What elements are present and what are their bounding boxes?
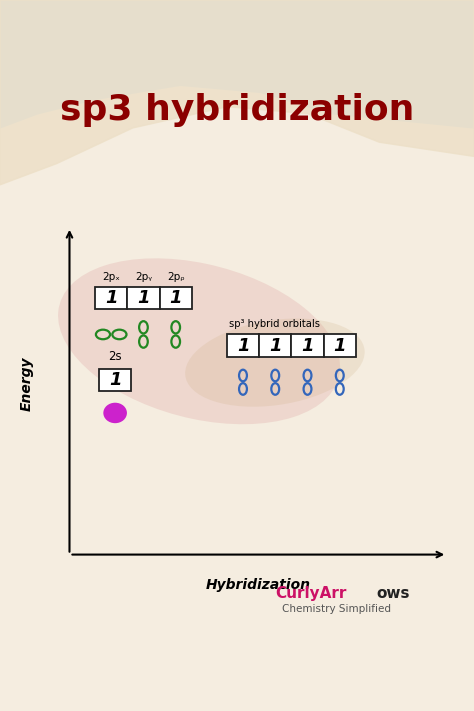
Text: CurlyArr: CurlyArr bbox=[275, 586, 346, 602]
Text: 1: 1 bbox=[137, 289, 150, 306]
Bar bbox=[99, 368, 131, 391]
Text: sp³ hybrid orbitals: sp³ hybrid orbitals bbox=[229, 319, 320, 329]
Ellipse shape bbox=[58, 258, 340, 424]
Text: 2pₓ: 2pₓ bbox=[102, 272, 120, 282]
Text: 2s: 2s bbox=[109, 351, 122, 363]
Ellipse shape bbox=[185, 319, 365, 407]
Text: 1: 1 bbox=[301, 336, 314, 355]
Text: 1: 1 bbox=[109, 370, 121, 389]
Text: 1: 1 bbox=[237, 336, 249, 355]
Text: sp3 hybridization: sp3 hybridization bbox=[60, 93, 414, 127]
Bar bbox=[227, 334, 259, 357]
Bar bbox=[259, 334, 292, 357]
Text: Chemistry Simplified: Chemistry Simplified bbox=[282, 604, 391, 614]
Circle shape bbox=[103, 402, 127, 423]
Text: Energy: Energy bbox=[19, 357, 33, 411]
Polygon shape bbox=[0, 0, 474, 185]
Text: 1: 1 bbox=[269, 336, 282, 355]
Text: 1: 1 bbox=[170, 289, 182, 306]
Bar bbox=[128, 287, 160, 309]
Bar bbox=[95, 287, 128, 309]
Bar bbox=[292, 334, 324, 357]
Text: 1: 1 bbox=[105, 289, 118, 306]
Text: 1: 1 bbox=[334, 336, 346, 355]
Text: Hybridization: Hybridization bbox=[206, 578, 311, 592]
Text: 2pᵧ: 2pᵧ bbox=[135, 272, 152, 282]
Polygon shape bbox=[0, 0, 474, 128]
Text: 2pᵨ: 2pᵨ bbox=[167, 272, 184, 282]
Bar bbox=[324, 334, 356, 357]
Bar bbox=[160, 287, 192, 309]
Text: ows: ows bbox=[377, 586, 410, 602]
